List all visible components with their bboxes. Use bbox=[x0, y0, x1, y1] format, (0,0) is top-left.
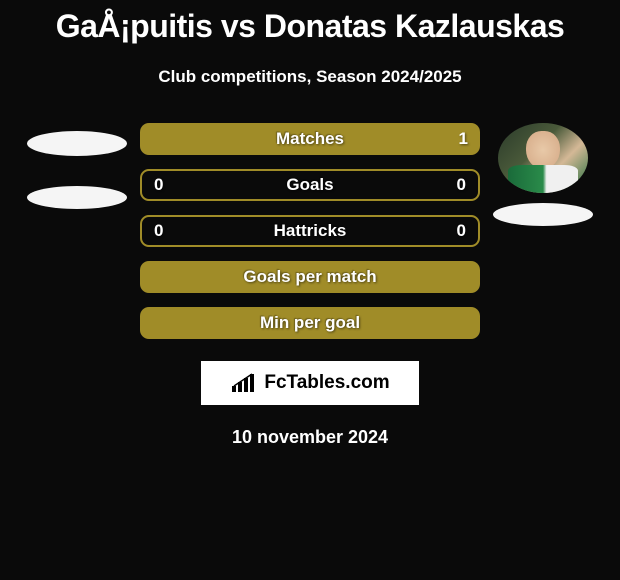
player-left-name-placeholder bbox=[27, 186, 127, 209]
comparison-card: GaÅ¡puitis vs Donatas Kazlauskas Club co… bbox=[0, 0, 620, 448]
stat-right-value: 1 bbox=[459, 129, 468, 149]
subtitle: Club competitions, Season 2024/2025 bbox=[0, 67, 620, 87]
player-right-col bbox=[488, 123, 598, 226]
stat-label: Matches bbox=[276, 129, 344, 149]
player-left-col bbox=[22, 123, 132, 209]
stat-right-value: 0 bbox=[457, 175, 466, 195]
stat-row-goals: 0 Goals 0 bbox=[140, 169, 480, 201]
player-right-avatar bbox=[498, 123, 588, 193]
stat-row-hattricks: 0 Hattricks 0 bbox=[140, 215, 480, 247]
page-title: GaÅ¡puitis vs Donatas Kazlauskas bbox=[0, 0, 620, 45]
stat-row-gpm: Goals per match bbox=[140, 261, 480, 293]
player-left-avatar-placeholder bbox=[27, 131, 127, 156]
logo-box[interactable]: FcTables.com bbox=[201, 361, 419, 405]
stat-left-value: 0 bbox=[154, 221, 163, 241]
stats-column: Matches 1 0 Goals 0 0 Hattricks 0 Goals … bbox=[140, 123, 480, 339]
stat-row-mpg: Min per goal bbox=[140, 307, 480, 339]
stat-label: Min per goal bbox=[260, 313, 360, 333]
stat-label: Goals bbox=[286, 175, 333, 195]
date-label: 10 november 2024 bbox=[0, 427, 620, 448]
fctables-logo-icon bbox=[230, 372, 258, 394]
stat-row-matches: Matches 1 bbox=[140, 123, 480, 155]
stat-label: Goals per match bbox=[243, 267, 376, 287]
main-row: Matches 1 0 Goals 0 0 Hattricks 0 Goals … bbox=[0, 123, 620, 339]
stat-right-value: 0 bbox=[457, 221, 466, 241]
logo-text: FcTables.com bbox=[264, 372, 389, 394]
stat-left-value: 0 bbox=[154, 175, 163, 195]
player-right-name-placeholder bbox=[493, 203, 593, 226]
stat-label: Hattricks bbox=[274, 221, 347, 241]
